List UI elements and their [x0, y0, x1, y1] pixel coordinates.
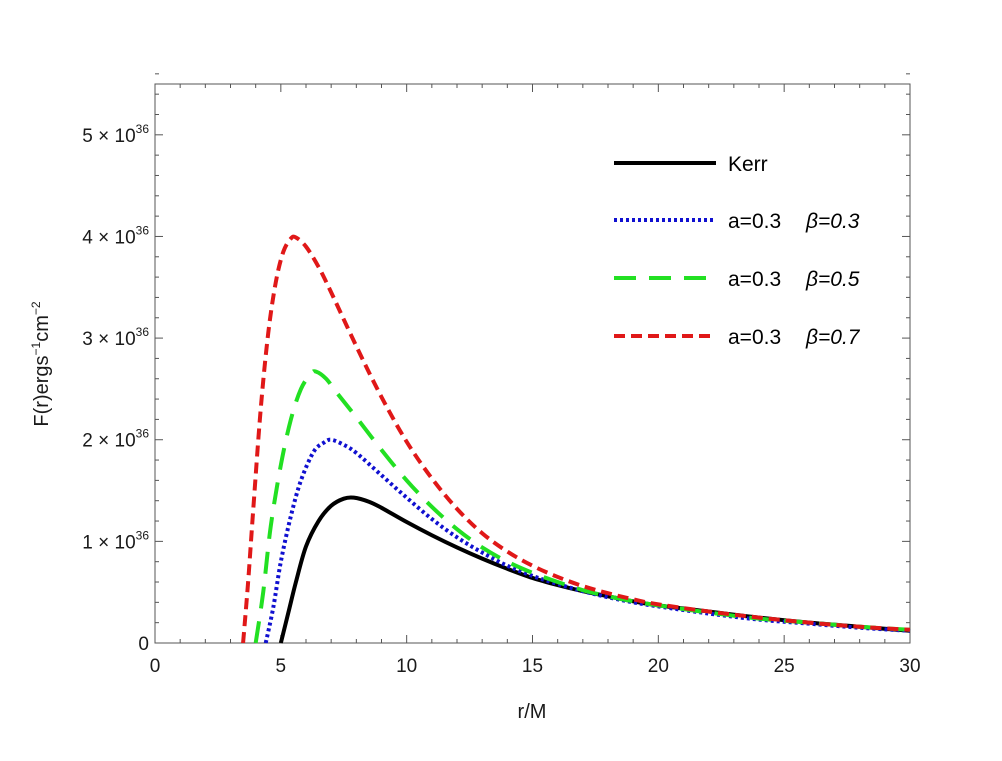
- y-tick-label-exp: 36: [136, 122, 150, 136]
- y-tick-label-exp: 36: [136, 427, 150, 441]
- legend-label-beta-0-5-b: β=0.5: [805, 268, 860, 291]
- x-tick-label: 5: [276, 656, 287, 677]
- y-axis-title-exp2: −2: [29, 301, 43, 315]
- y-tick-label: 1 × 1036: [82, 528, 149, 553]
- y-tick-label: 0: [138, 634, 149, 655]
- x-axis-title: r/M: [518, 701, 547, 723]
- y-tick-label: 5 × 1036: [82, 122, 149, 147]
- legend-label-beta-0-3: a=0.3 β=0.3: [728, 210, 860, 233]
- legend-label-beta-0-3-a: a=0.3: [728, 210, 781, 233]
- y-tick-label-coef: 0: [138, 634, 149, 655]
- y-tick-label-coef: 3 × 10: [82, 329, 135, 350]
- legend-label-beta-0-7: a=0.3 β=0.7: [728, 326, 861, 349]
- legend: Kerr a=0.3 β=0.3 a=0.3 β=0.5 a=0.3 β=0.7: [614, 153, 861, 349]
- y-tick-label: 3 × 1036: [82, 325, 149, 350]
- y-tick-label-exp: 36: [136, 528, 150, 542]
- y-tick-label: 4 × 1036: [82, 223, 149, 248]
- x-tick-label: 20: [648, 656, 669, 677]
- y-tick-label-coef: 1 × 10: [82, 532, 135, 553]
- series-line-0: [278, 495, 911, 644]
- y-tick-label-exp: 36: [136, 223, 150, 237]
- legend-label-beta-0-5: a=0.3 β=0.5: [728, 268, 860, 291]
- series-line-3: [241, 234, 911, 644]
- y-tick-label-coef: 4 × 10: [82, 227, 135, 248]
- legend-label-beta-0-5-a: a=0.3: [728, 268, 781, 291]
- y-tick-label-exp: 36: [136, 325, 150, 339]
- series-lines: [241, 234, 911, 644]
- x-tick-label: 30: [899, 656, 920, 677]
- y-tick-label-coef: 2 × 10: [82, 431, 135, 452]
- x-tick-label: 0: [150, 656, 161, 677]
- y-tick-label: 2 × 1036: [82, 427, 149, 452]
- y-axis-title-unit: cm: [31, 315, 53, 342]
- y-axis-title-exp1: −1: [29, 341, 43, 355]
- y-tick-label-coef: 5 × 10: [82, 126, 135, 147]
- x-tick-label: 25: [774, 656, 795, 677]
- y-axis-title-main: F(r)ergs: [31, 355, 53, 426]
- legend-label-beta-0-7-a: a=0.3: [728, 326, 781, 349]
- axis-ticks: [154, 73, 911, 644]
- series-line-1: [263, 437, 911, 644]
- legend-label-beta-0-7-b: β=0.7: [805, 326, 861, 349]
- x-tick-labels: 0 5 10 15 20 25 30: [150, 656, 921, 677]
- legend-label-beta-0-3-b: β=0.3: [805, 210, 860, 233]
- series-line-2: [253, 369, 911, 644]
- x-tick-label: 15: [522, 656, 543, 677]
- x-tick-label: 10: [396, 656, 417, 677]
- y-axis-title: F(r)ergs−1cm−2: [29, 301, 53, 426]
- legend-label-kerr: Kerr: [728, 153, 768, 176]
